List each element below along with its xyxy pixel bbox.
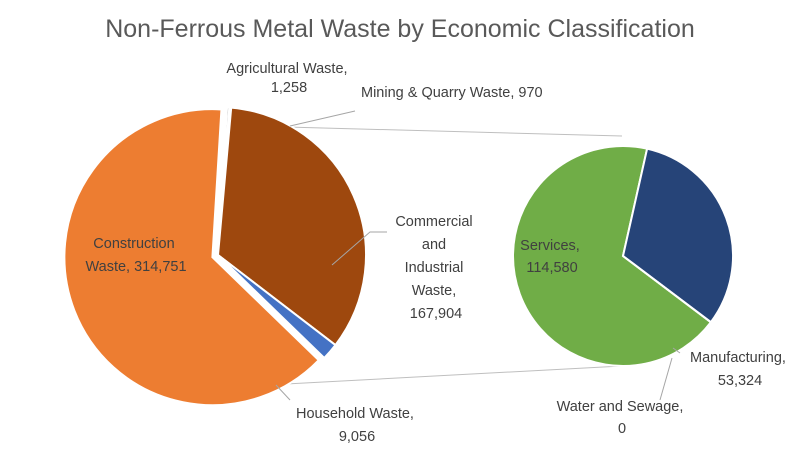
main-slice-household-waste: [217, 254, 337, 360]
secondary-slice-services: [512, 145, 713, 367]
label-construction-waste: Construction Waste, 314,751: [85, 236, 186, 275]
leader-line-household: [275, 384, 291, 401]
label-manufacturing: Manufacturing, 53,324: [690, 350, 790, 389]
main-slice-commercial-and-industrial-waste: [216, 106, 367, 347]
secondary-pie: [512, 145, 734, 367]
leader-line-mining: [289, 110, 356, 127]
secondary-slice-manufacturing: [621, 147, 734, 324]
label-water-and-sewage: Water and Sewage, 0: [557, 399, 688, 437]
label-household-waste: Household Waste, 9,056: [296, 406, 418, 445]
label-mining-quarry-waste: Mining & Quarry Waste, 970: [361, 85, 543, 101]
label-services: Services, 114,580: [520, 238, 584, 276]
leader-line-manufacturing: [672, 347, 681, 354]
label-agricultural-waste: Agricultural Waste, 1,258: [226, 61, 351, 96]
leader-line-commercial: [331, 231, 387, 266]
leader-line-water: [659, 357, 673, 401]
chart-title: Non-Ferrous Metal Waste by Economic Clas…: [105, 15, 695, 43]
label-commercial-industrial-waste: Commercial and Industrial Waste, 167,904: [395, 214, 476, 322]
main-pie: [63, 106, 367, 407]
secondary-slice-water-and-sewage: [622, 255, 712, 323]
main-slice-construction-waste: [63, 108, 321, 407]
connector-line-top: [285, 126, 623, 137]
connector-line-bottom: [285, 365, 623, 385]
